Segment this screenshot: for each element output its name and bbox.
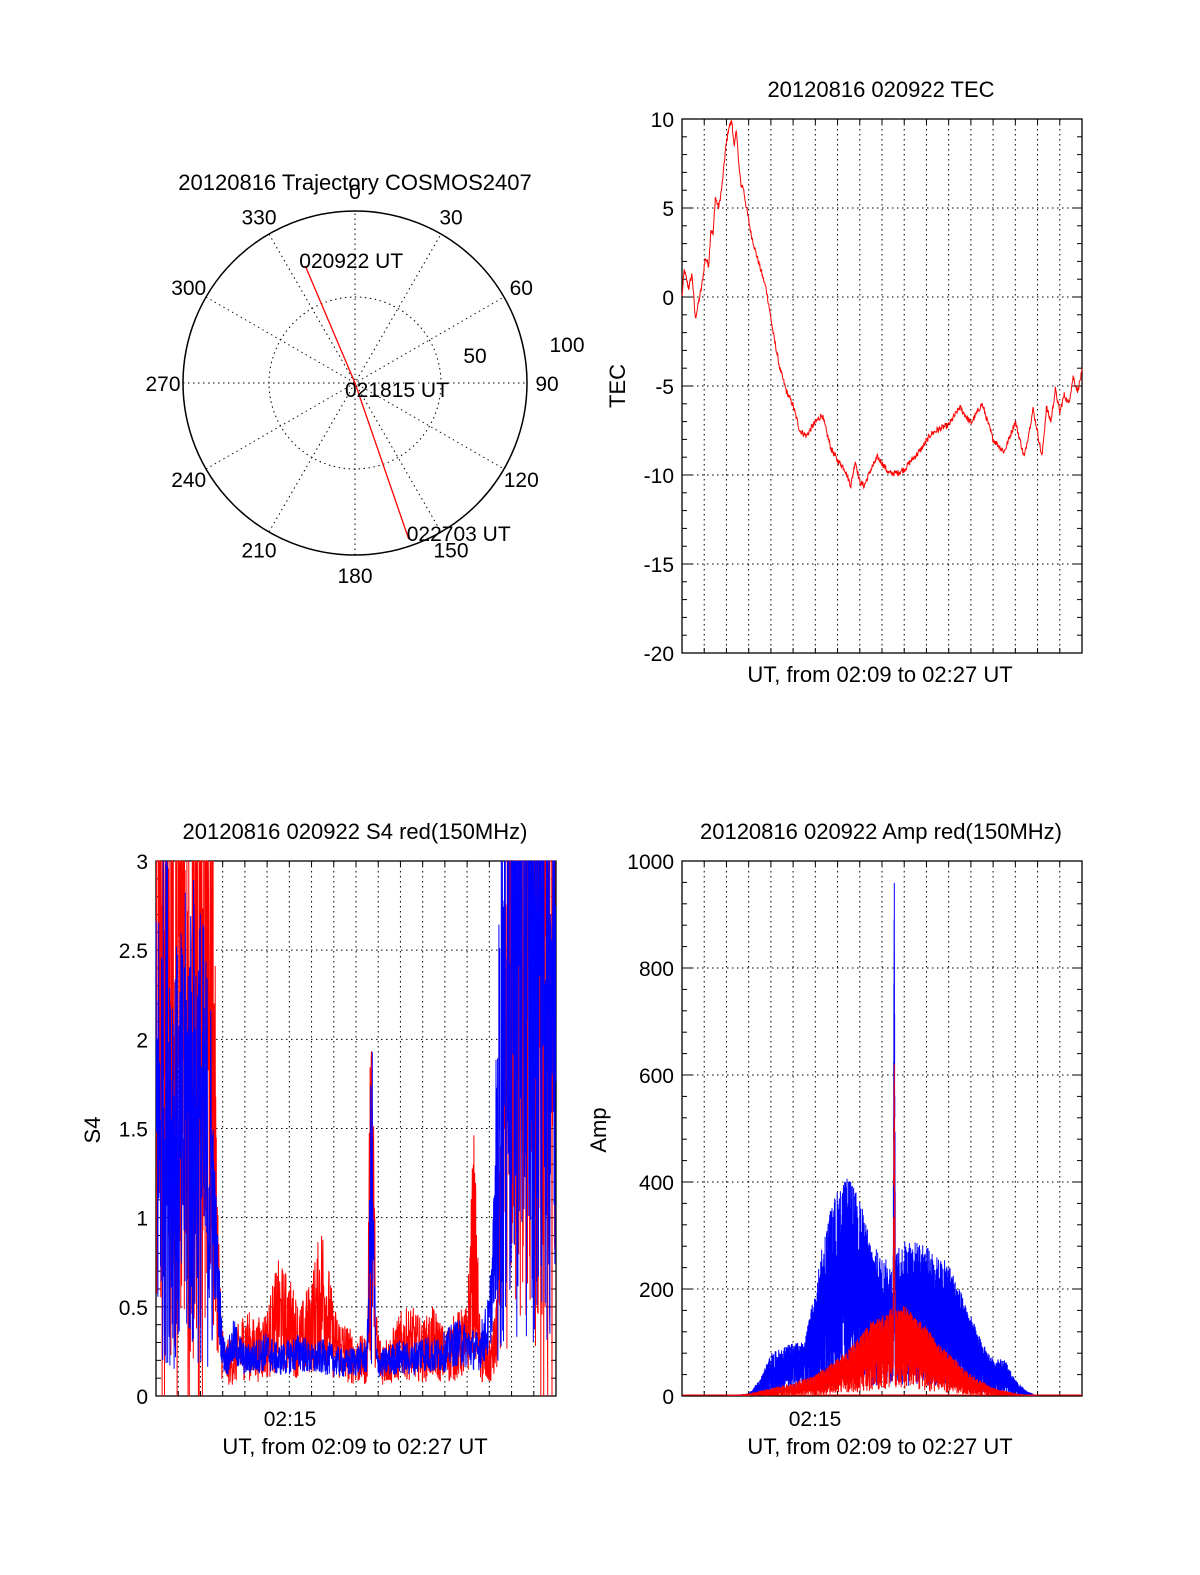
tec-ytick-label: -10 bbox=[644, 465, 674, 488]
polar-body: 0 30 60 90 120 150 180 210 240 270 300 330 50 100 0209… bbox=[145, 181, 584, 588]
amp-ytick-label: 400 bbox=[639, 1172, 674, 1195]
s4-blue-series bbox=[155, 860, 557, 1378]
trajectory-end-label: 022703 UT bbox=[407, 523, 511, 546]
polar-angle-label: 330 bbox=[241, 207, 276, 230]
s4-chart-panel: 20120816 020922 S4 red(150MHz) 0 0.5 1 1.5 2… bbox=[80, 819, 557, 1459]
trajectory-mid-label: 021815 UT bbox=[345, 379, 449, 402]
s4-ytick-label: 2 bbox=[136, 1029, 148, 1052]
amp-ytick-label: 800 bbox=[639, 958, 674, 981]
polar-radial-label: 50 bbox=[463, 345, 486, 368]
amp-frame bbox=[681, 860, 1083, 1397]
s4-ylabel: S4 bbox=[80, 1117, 105, 1144]
tec-ytick-label: -20 bbox=[644, 643, 674, 666]
tec-plot-area: 10 5 0 -5 -10 -15 -20 bbox=[644, 109, 1083, 666]
polar-angle-label: 90 bbox=[535, 373, 558, 396]
tec-xlabel: UT, from 02:09 to 02:27 UT bbox=[747, 662, 1012, 687]
polar-radial-label: 100 bbox=[549, 334, 584, 357]
trajectory-line bbox=[304, 265, 410, 540]
amp-chart-panel: 20120816 020922 Amp red(150MHz) 0 200 400 6… bbox=[586, 819, 1083, 1459]
tec-frame bbox=[681, 118, 1083, 654]
tec-ytick-label: 0 bbox=[662, 287, 674, 310]
polar-inner-circle bbox=[268, 296, 442, 470]
amp-blue-series bbox=[727, 882, 1038, 1396]
tec-ytick-label: 5 bbox=[662, 198, 674, 221]
amp-ytick-label: 0 bbox=[662, 1386, 674, 1409]
s4-ytick-label: 0.5 bbox=[119, 1297, 148, 1320]
polar-angle-label: 30 bbox=[439, 207, 462, 230]
s4-ytick-label: 2.5 bbox=[119, 940, 148, 963]
s4-xlabel: UT, from 02:09 to 02:27 UT bbox=[222, 1434, 487, 1459]
tec-ytick-label: -5 bbox=[655, 376, 674, 399]
trajectory-start-label: 020922 UT bbox=[299, 250, 403, 273]
polar-angle-label: 60 bbox=[510, 277, 533, 300]
amp-ytick-label: 200 bbox=[639, 1279, 674, 1302]
amp-red-series bbox=[726, 1064, 1038, 1396]
polar-angle-label: 270 bbox=[145, 373, 180, 396]
amp-ylabel: Amp bbox=[586, 1107, 611, 1152]
amp-ytick-label: 600 bbox=[639, 1065, 674, 1088]
tec-chart-panel: 20120816 020922 TEC 10 5 0 -5 -10 -15 -20 UT, … bbox=[605, 77, 1083, 687]
tec-title: 20120816 020922 TEC bbox=[767, 77, 994, 102]
amp-ytick-label: 1000 bbox=[627, 851, 674, 874]
polar-trajectory-panel: 20120816 Trajectory COSMOS2407 0 30 60 90 12… bbox=[145, 170, 584, 588]
s4-plot-area: 0 0.5 1 1.5 2 2.5 3 bbox=[119, 851, 557, 1409]
tec-ytick-label: 10 bbox=[651, 109, 674, 132]
s4-xtick-label: 02:15 bbox=[264, 1408, 317, 1431]
amp-title: 20120816 020922 Amp red(150MHz) bbox=[700, 819, 1062, 844]
s4-ytick-label: 1.5 bbox=[119, 1119, 148, 1142]
s4-ytick-label: 0 bbox=[136, 1386, 148, 1409]
polar-angle-label: 210 bbox=[241, 539, 276, 562]
s4-ytick-label: 1 bbox=[136, 1208, 148, 1231]
polar-title: 20120816 Trajectory COSMOS2407 bbox=[178, 170, 531, 195]
tec-series-line bbox=[681, 120, 1083, 490]
tec-ylabel: TEC bbox=[605, 364, 630, 408]
polar-angle-label: 300 bbox=[171, 277, 206, 300]
tec-ytick-label: -15 bbox=[644, 554, 674, 577]
s4-title: 20120816 020922 S4 red(150MHz) bbox=[183, 819, 528, 844]
amp-xtick-label: 02:15 bbox=[789, 1408, 842, 1431]
polar-angle-label: 180 bbox=[337, 565, 372, 588]
polar-angle-label: 0 bbox=[349, 181, 361, 204]
polar-angle-label: 120 bbox=[504, 469, 539, 492]
s4-ytick-label: 3 bbox=[136, 851, 148, 874]
amp-plot-area: 0 200 400 600 800 1000 bbox=[627, 851, 1083, 1409]
amp-xlabel: UT, from 02:09 to 02:27 UT bbox=[747, 1434, 1012, 1459]
polar-angle-label: 150 bbox=[433, 539, 468, 562]
polar-angle-label: 240 bbox=[171, 469, 206, 492]
